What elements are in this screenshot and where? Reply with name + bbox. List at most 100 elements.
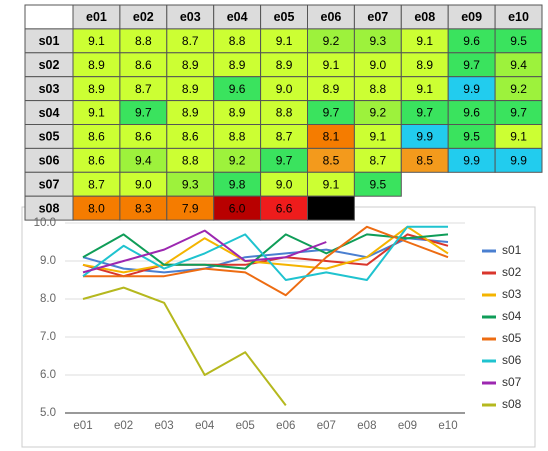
cell-value: 9.7 [510,106,527,120]
row-header: s05 [39,130,60,144]
legend-label: s08 [502,397,522,411]
cell-value: 8.0 [88,201,105,215]
table-cell [353,171,402,197]
cell-value: 8.9 [229,58,246,72]
y-tick-label: 6.0 [40,369,56,381]
cell-value: 8.7 [276,130,293,144]
cell-value: 8.7 [88,177,105,191]
cell-value: 8.8 [229,130,246,144]
legend-label: s02 [502,265,522,279]
cell-value: 8.5 [323,154,340,168]
cell-value: 9.1 [416,82,433,96]
cell-value: 9.4 [135,154,152,168]
cell-value: 8.8 [182,154,199,168]
series-line [83,225,449,297]
cell-value: 9.1 [276,34,293,48]
column-header: e06 [321,10,342,24]
x-tick-label: e07 [317,420,336,432]
x-tick-label: e10 [438,420,457,432]
cell-value: 9.0 [276,82,293,96]
cell-value: 8.7 [370,154,387,168]
legend-label: s01 [502,243,522,257]
cell-value: 9.3 [370,34,387,48]
row-header: s02 [39,58,60,72]
cell-value: 5.2 [323,201,340,215]
legend-label: s07 [502,375,522,389]
table-cell [307,195,355,221]
cell-value: 9.1 [323,58,340,72]
cell-value: 8.7 [135,82,152,96]
y-tick-label: 7.0 [40,331,56,343]
row-header: s04 [39,106,60,120]
cell-value: 9.8 [229,177,246,191]
column-header: e09 [461,10,482,24]
cell-value: 8.9 [182,58,199,72]
x-tick-label: e06 [276,420,295,432]
row-header: s06 [39,154,60,168]
cell-value: 9.9 [463,82,480,96]
cell-value: 9.2 [323,34,340,48]
cell-value: 9.7 [135,106,152,120]
column-header: e02 [133,10,154,24]
cell-value: 8.9 [229,106,246,120]
y-tick-label: 10.0 [34,217,56,229]
cell-value: 8.9 [182,106,199,120]
cell-value: 8.8 [229,34,246,48]
cell-value: 8.8 [276,106,293,120]
cell-value: 8.8 [135,34,152,48]
cell-value: 9.7 [463,58,480,72]
cell-value: 9.7 [323,106,340,120]
cell-value: 9.1 [510,130,527,144]
cell-value: 8.5 [416,154,433,168]
column-header: e10 [508,10,529,24]
cell-value: 9.7 [416,106,433,120]
column-header: e01 [86,10,107,24]
table-corner [24,4,74,30]
cell-value: 9.1 [88,34,105,48]
cell-value: 9.1 [416,34,433,48]
cell-value: 8.8 [370,82,387,96]
cell-value: 9.9 [416,130,433,144]
cell-value: 8.6 [135,130,152,144]
cell-value: 9.2 [229,154,246,168]
cell-value: 6.0 [229,201,246,215]
cell-value: 9.0 [276,177,293,191]
series-line [82,229,327,274]
column-header: e04 [227,10,248,24]
y-tick-label: 8.0 [40,293,56,305]
cell-value: 9.6 [463,34,480,48]
cell-value: 8.9 [416,58,433,72]
row-header: s08 [39,201,60,215]
cell-value: 9.6 [229,82,246,96]
cell-value: 9.5 [463,130,480,144]
legend-label: s03 [502,287,522,301]
legend-label: s06 [502,353,522,367]
cell-value: 9.6 [463,106,480,120]
series-line [82,233,449,278]
cell-value: 8.9 [276,58,293,72]
column-header: e08 [414,10,435,24]
cell-value: 9.5 [370,177,387,191]
cell-value: 9.4 [510,58,527,72]
x-tick-label: e05 [236,420,255,432]
cell-value: 8.6 [135,58,152,72]
cell-value: 8.9 [323,82,340,96]
x-tick-label: e02 [114,420,133,432]
chart-frame [21,206,536,448]
cell-value: 9.2 [370,106,387,120]
cell-value: 8.6 [88,154,105,168]
cell-value: 8.9 [88,82,105,96]
cell-value: 6.6 [276,201,293,215]
column-header: e05 [274,10,295,24]
cell-value: 9.5 [510,34,527,48]
x-tick-label: e09 [398,420,417,432]
series-line [82,225,448,281]
legend-label: s05 [502,331,522,345]
legend-label: s04 [502,309,522,323]
cell-value: 9.1 [370,130,387,144]
cell-value: 8.9 [182,82,199,96]
x-tick-label: e01 [73,420,92,432]
row-header: s01 [39,34,60,48]
